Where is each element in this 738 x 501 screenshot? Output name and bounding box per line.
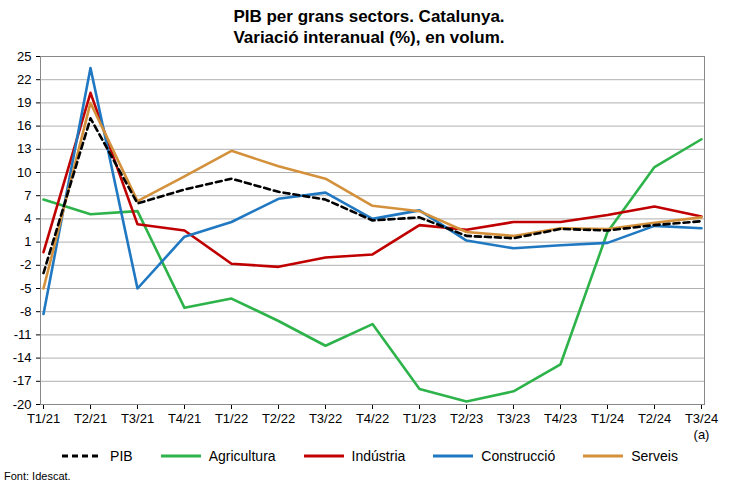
svg-text:4: 4 bbox=[24, 211, 31, 226]
svg-text:T2/21: T2/21 bbox=[74, 411, 107, 426]
svg-text:T3/22: T3/22 bbox=[309, 411, 342, 426]
svg-text:-2: -2 bbox=[20, 257, 32, 272]
svg-text:T2/22: T2/22 bbox=[262, 411, 295, 426]
svg-text:22: 22 bbox=[17, 72, 31, 87]
svg-text:T4/21: T4/21 bbox=[168, 411, 201, 426]
svg-text:T1/23: T1/23 bbox=[403, 411, 436, 426]
html-text:Serveis: Serveis bbox=[631, 448, 678, 464]
html-text:Agricultura: Agricultura bbox=[208, 448, 276, 464]
svg-text:7: 7 bbox=[24, 188, 31, 203]
svg-text:-17: -17 bbox=[13, 373, 32, 388]
svg-text:16: 16 bbox=[17, 118, 31, 133]
svg-text:10: 10 bbox=[17, 165, 31, 180]
svg-text:T3/23: T3/23 bbox=[497, 411, 530, 426]
svg-text:1: 1 bbox=[24, 234, 31, 249]
svg-text:-11: -11 bbox=[14, 327, 32, 342]
svg-text:-20: -20 bbox=[13, 397, 32, 412]
html-text:Variació interanual (%), en vo: Variació interanual (%), en volum. bbox=[233, 28, 505, 47]
html-text:Construcció: Construcció bbox=[481, 448, 556, 464]
svg-text:-14: -14 bbox=[13, 350, 32, 365]
svg-text:T2/23: T2/23 bbox=[450, 411, 483, 426]
svg-text:19: 19 bbox=[17, 95, 31, 110]
svg-text:T1/22: T1/22 bbox=[215, 411, 248, 426]
svg-text:T2/24: T2/24 bbox=[638, 411, 671, 426]
svg-text:T4/22: T4/22 bbox=[356, 411, 389, 426]
svg-text:T4/23: T4/23 bbox=[544, 411, 577, 426]
svg-text:-5: -5 bbox=[20, 281, 32, 296]
html-text:Indústria: Indústria bbox=[351, 448, 406, 464]
svg-text:T1/21: T1/21 bbox=[27, 411, 60, 426]
html-text:PIB: PIB bbox=[110, 448, 133, 464]
html-text:Font: Idescat.: Font: Idescat. bbox=[4, 470, 71, 482]
svg-text:T1/24: T1/24 bbox=[591, 411, 624, 426]
svg-text:(a): (a) bbox=[694, 427, 710, 442]
svg-text:T3/24: T3/24 bbox=[685, 411, 718, 426]
svg-text:13: 13 bbox=[17, 141, 31, 156]
svg-text:-8: -8 bbox=[20, 304, 32, 319]
html-text:PIB per grans sectors. Catalun: PIB per grans sectors. Catalunya. bbox=[233, 7, 505, 26]
svg-text:T3/21: T3/21 bbox=[121, 411, 154, 426]
svg-text:25: 25 bbox=[17, 49, 31, 64]
